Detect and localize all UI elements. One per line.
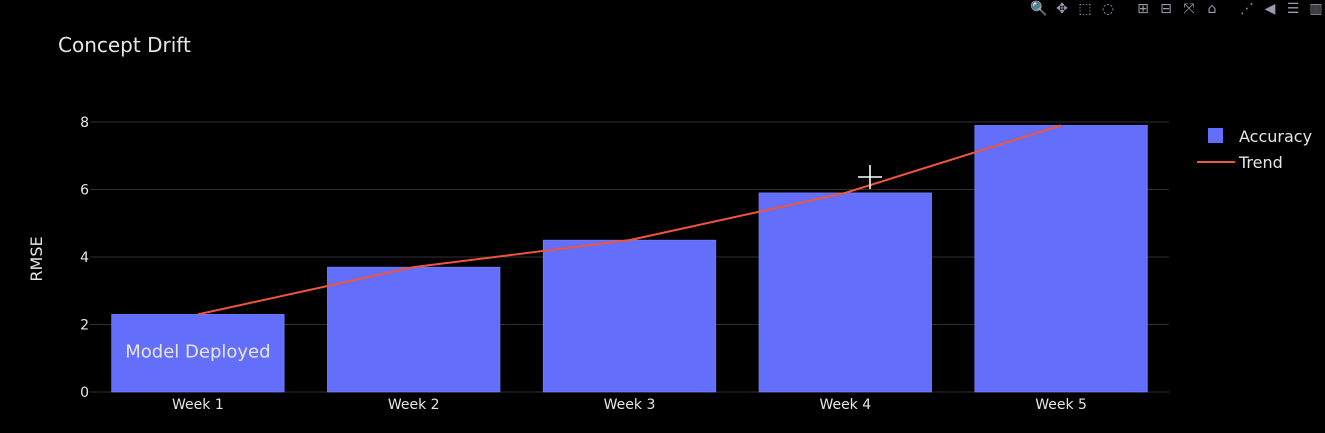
plotly-logo-icon[interactable]: ▥ xyxy=(1309,1,1323,17)
bar-series xyxy=(111,125,1148,393)
crosshair-cursor-icon xyxy=(858,165,882,189)
hover-closest-icon[interactable]: ◀ xyxy=(1264,1,1276,17)
x-tick-label: Week 1 xyxy=(172,397,224,413)
x-tick-label: Week 3 xyxy=(604,397,656,413)
zoom-icon[interactable]: 🔍 xyxy=(1030,1,1048,17)
bar[interactable] xyxy=(974,125,1148,393)
y-tick-label: 8 xyxy=(80,115,89,131)
legend[interactable]: Accuracy Trend xyxy=(1197,127,1312,172)
bar[interactable] xyxy=(111,314,285,393)
autoscale-icon[interactable]: ⤧ xyxy=(1183,1,1195,17)
trend-series xyxy=(197,124,1062,316)
y-tick-label: 2 xyxy=(80,318,89,334)
spike-lines-icon[interactable]: ⋰ xyxy=(1240,1,1254,17)
legend-swatch-accuracy xyxy=(1208,128,1223,143)
y-tick-label: 4 xyxy=(80,250,89,266)
y-tick-label: 0 xyxy=(80,385,89,401)
trend-line[interactable] xyxy=(197,124,1062,316)
x-tick-label: Week 4 xyxy=(819,397,871,413)
legend-label-trend[interactable]: Trend xyxy=(1238,153,1283,172)
box-select-icon[interactable]: ⬚ xyxy=(1078,1,1092,17)
hover-compare-icon[interactable]: ☰ xyxy=(1286,1,1300,17)
lasso-select-icon[interactable]: ◌ xyxy=(1101,1,1115,17)
axis-labels: 0 2 4 6 8 Week 1 Week 2 Week 3 Week 4 Week 5 xyxy=(80,115,1087,413)
bar[interactable] xyxy=(758,192,932,393)
bar[interactable] xyxy=(542,239,717,393)
x-tick-label: Week 2 xyxy=(388,397,440,413)
x-tick-label: Week 5 xyxy=(1035,397,1087,413)
bar[interactable] xyxy=(327,266,501,393)
legend-label-accuracy[interactable]: Accuracy xyxy=(1239,127,1312,146)
y-axis-title: RMSE xyxy=(27,236,46,281)
zoom-in-icon[interactable]: ⊞ xyxy=(1137,1,1149,17)
chart-title: Concept Drift xyxy=(58,33,191,57)
pan-icon[interactable]: ✥ xyxy=(1056,1,1068,17)
zoom-out-icon[interactable]: ⊟ xyxy=(1160,1,1172,17)
y-tick-label: 6 xyxy=(80,183,89,199)
reset-axes-icon[interactable]: ⌂ xyxy=(1207,1,1217,17)
annotation-label: Model Deployed xyxy=(125,342,270,363)
modebar-toolbar: 🔍 ✥ ⬚ ◌ ⊞ ⊟ ⤧ ⌂ ⋰ ◀ ☰ ▥ xyxy=(1025,0,1325,18)
annotations: Model Deployed xyxy=(125,342,270,363)
